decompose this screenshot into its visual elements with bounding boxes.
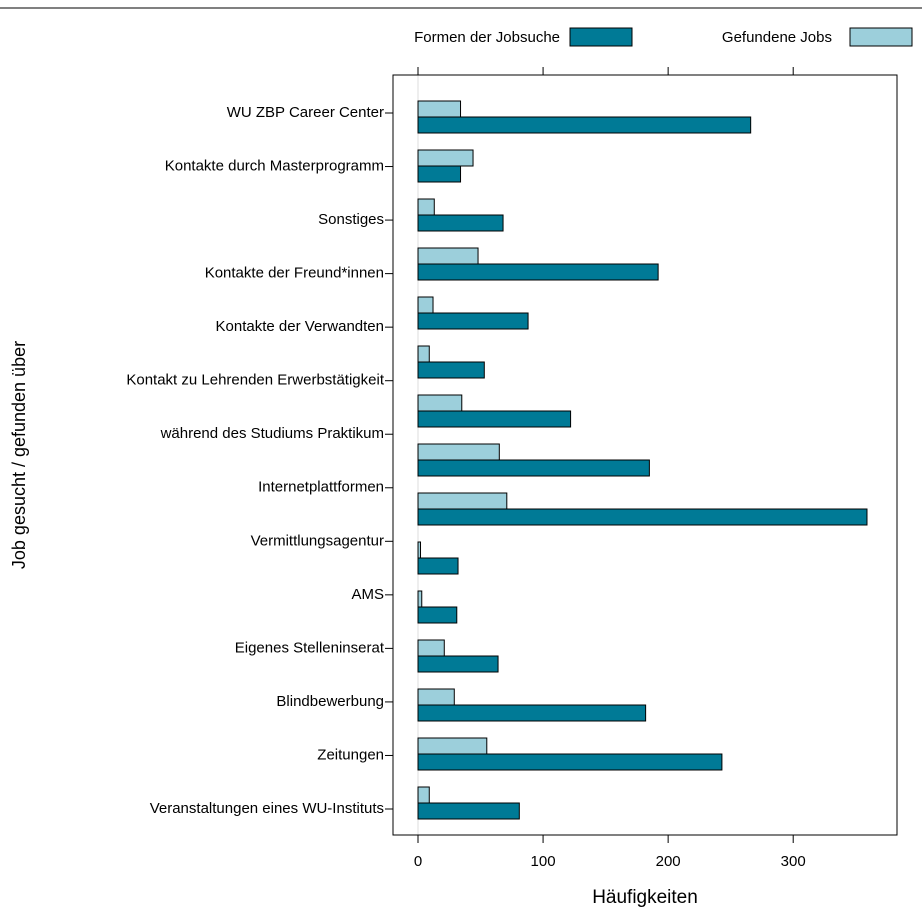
y-tick-label: Zeitungen xyxy=(317,746,384,763)
bar xyxy=(417,786,430,804)
x-axis-label: Häufigkeiten xyxy=(592,887,698,908)
y-tick-label: Kontakte der Verwandten xyxy=(216,318,384,335)
x-tick-label: 200 xyxy=(656,853,681,870)
legend-swatch xyxy=(569,27,633,47)
bar xyxy=(417,688,455,706)
bar xyxy=(417,198,435,216)
bar xyxy=(417,410,572,428)
y-tick-label: Vermittlungsagentur xyxy=(251,532,384,549)
y-tick-label: Blindbewerbung xyxy=(276,693,384,710)
bar xyxy=(417,606,458,624)
y-tick-label: Veranstaltungen eines WU-Instituts xyxy=(150,800,384,817)
bar xyxy=(417,508,868,526)
bar xyxy=(417,655,499,673)
legend-label: Formen der Jobsuche xyxy=(414,29,560,46)
plot-frame xyxy=(392,74,898,836)
bar xyxy=(417,704,647,722)
bar xyxy=(417,149,474,167)
x-tick-label: 300 xyxy=(781,853,806,870)
y-tick-label: Sonstiges xyxy=(318,211,384,228)
y-tick-label: Kontakte der Freund*innen xyxy=(205,265,384,282)
bar xyxy=(417,590,423,608)
bar xyxy=(417,214,504,232)
bar xyxy=(417,296,434,314)
y-tick-label: AMS xyxy=(351,586,384,603)
bar xyxy=(417,247,479,265)
y-tick-label: Kontakt zu Lehrenden Erwerbstätigkeit xyxy=(126,372,384,389)
bar xyxy=(417,100,462,118)
bar xyxy=(417,753,723,771)
y-tick-label: WU ZBP Career Center xyxy=(227,104,384,121)
bar xyxy=(417,802,520,820)
bar xyxy=(417,263,659,281)
bar xyxy=(417,557,459,575)
bar xyxy=(417,116,752,134)
legend-label: Gefundene Jobs xyxy=(722,29,832,46)
y-axis-label: Job gesucht / gefunden über xyxy=(9,341,29,569)
y-tick-label: während des Studiums Praktikum xyxy=(160,425,384,442)
x-tick-label: 100 xyxy=(531,853,556,870)
bar xyxy=(417,541,422,559)
bar xyxy=(417,361,485,379)
bar xyxy=(417,459,650,477)
bar xyxy=(417,443,500,461)
bar xyxy=(417,345,430,363)
y-tick-label: Kontakte durch Masterprogramm xyxy=(165,158,384,175)
bar xyxy=(417,737,488,755)
x-tick-label: 0 xyxy=(414,853,422,870)
bar xyxy=(417,639,445,657)
y-tick-label: Eigenes Stelleninserat xyxy=(235,639,385,656)
y-tick-label: Internetplattformen xyxy=(258,479,384,496)
bar xyxy=(417,394,463,412)
legend-swatch xyxy=(849,27,913,47)
bar xyxy=(417,312,529,330)
bar xyxy=(417,492,508,510)
bar xyxy=(417,165,462,183)
